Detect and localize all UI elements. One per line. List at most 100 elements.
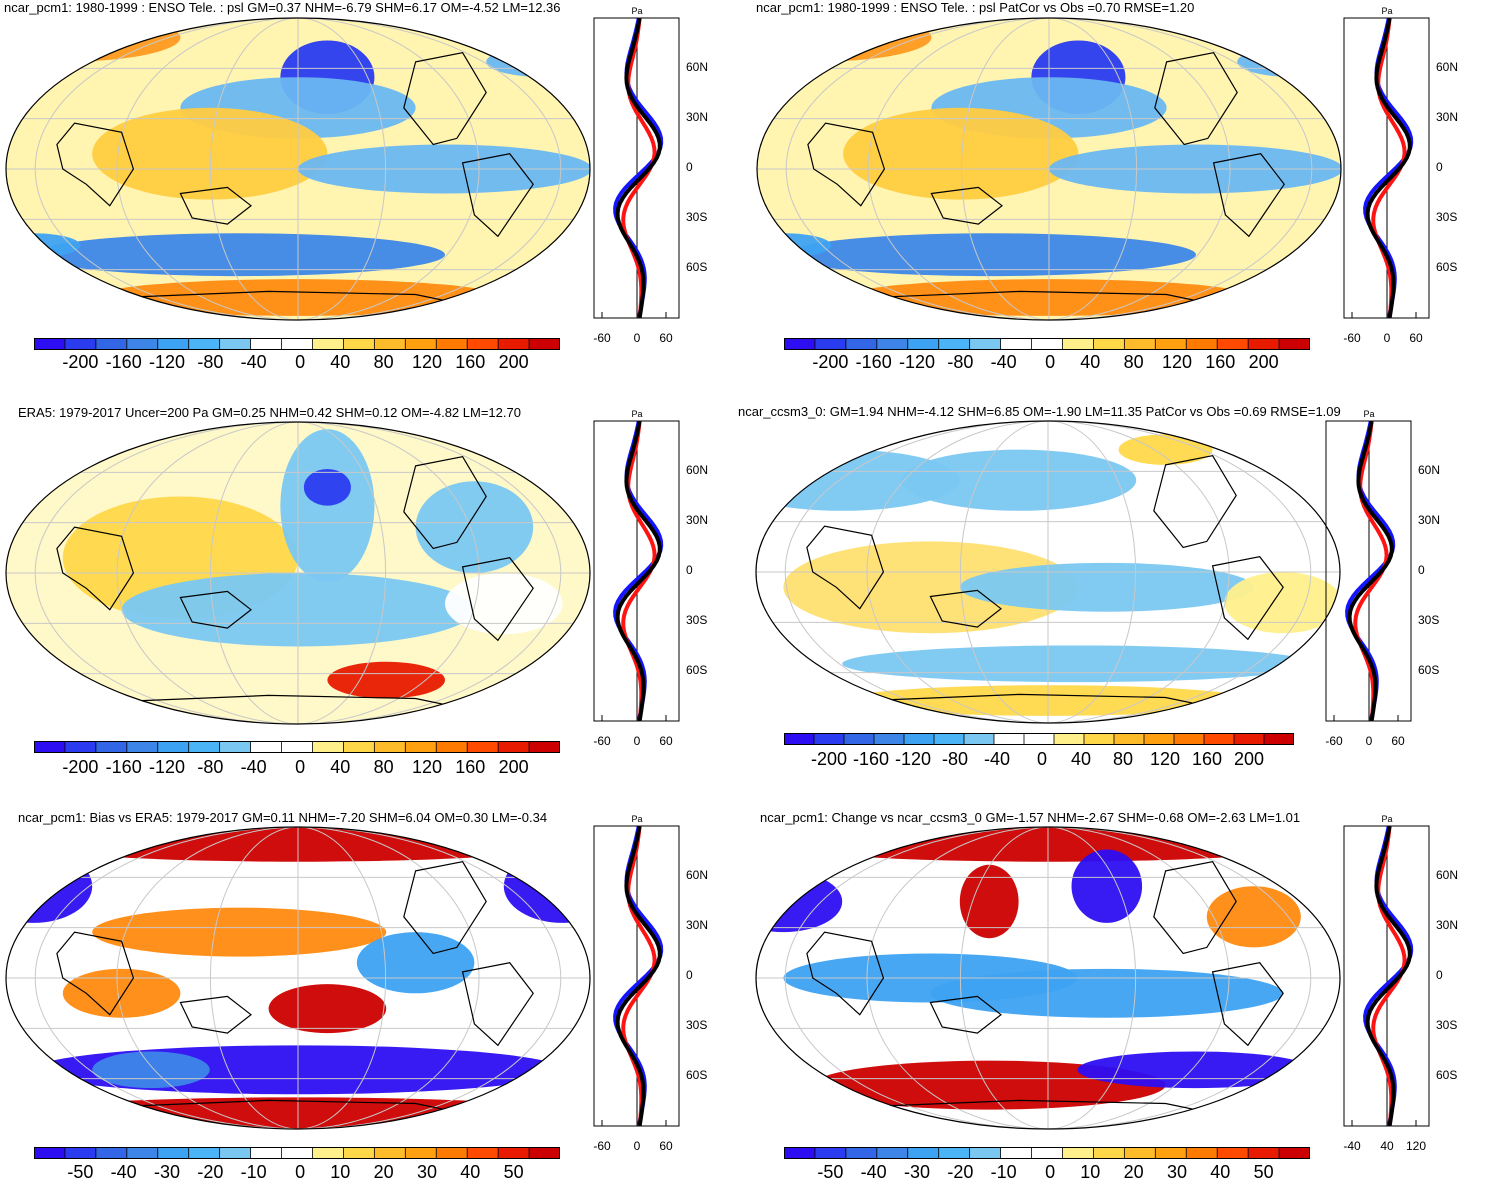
colorbar-swatch: [436, 1147, 468, 1159]
continent-outline: [461, 557, 534, 642]
colorbar-swatch: [126, 741, 159, 753]
colorbar-swatch: [845, 338, 878, 350]
profile-unit: Pa: [631, 6, 642, 16]
anomaly-region: [268, 984, 387, 1034]
anomaly-region: [62, 968, 181, 1018]
anomaly-region: [92, 907, 387, 957]
colorbar-swatch: [529, 1147, 560, 1159]
anomaly-region: [92, 107, 328, 200]
continent-outline: [403, 52, 487, 146]
black-profile-line: [615, 17, 662, 319]
panel-title: ERA5: 1979-2017 Uncer=200 Pa GM=0.25 NHM…: [18, 405, 521, 420]
colorbar-swatch: [814, 338, 847, 350]
colorbar-tick-label: 0: [295, 352, 306, 372]
anomaly-region: [1077, 1051, 1313, 1089]
continent-outline: [56, 122, 135, 207]
longitude-gridline: [34, 422, 562, 724]
colorbar-swatch: [219, 1147, 252, 1159]
colorbar-tick-label: 30: [1166, 1162, 1188, 1182]
colorbar-swatch: [994, 733, 1025, 745]
longitude-gridline: [959, 421, 1137, 723]
panel-title: ncar_pcm1: 1980-1999 : ENSO Tele. : psl …: [4, 0, 561, 15]
continent-outline: [930, 186, 1003, 225]
world-map: [5, 17, 591, 321]
colorbar-swatch: [814, 733, 845, 745]
profile-lat-label: 30S: [1436, 1018, 1458, 1032]
anomaly-region: [303, 468, 351, 506]
colorbar-swatch: [250, 338, 283, 350]
colorbar-swatch: [1084, 733, 1115, 745]
colorbar-tick-label: 0: [1036, 749, 1048, 769]
map-field: [6, 827, 590, 1129]
anomaly-region: [812, 1060, 1166, 1110]
colorbar-tick-label: -120: [894, 749, 932, 769]
zonal-mean-profile: Pa -60 0 60: [1343, 6, 1430, 345]
colorbar-tick-label: 80: [373, 757, 394, 777]
colorbar-swatch: [784, 733, 815, 745]
colorbar-tick-label: -50: [817, 1162, 844, 1182]
anomaly-region: [959, 864, 1019, 939]
anomaly-region: [930, 968, 1284, 1018]
colorbar-swatch: [1024, 733, 1055, 745]
continent-outline: [403, 861, 487, 955]
profile-x-tick-label: 0: [1366, 734, 1373, 748]
colorbar-tick-label: -40: [240, 757, 267, 777]
colorbar-swatch: [1062, 338, 1094, 350]
colorbar-swatch: [1124, 1147, 1156, 1159]
colorbar-swatch: [467, 1147, 499, 1159]
longitude-gridline: [209, 422, 387, 724]
colorbar-swatch: [281, 741, 313, 753]
world-map: [5, 826, 591, 1130]
longitude-gridline: [116, 18, 480, 320]
profile-x-tick-label: -40: [1343, 1139, 1361, 1153]
colorbar-tick-label: -200: [810, 749, 848, 769]
colorbar-swatch: [250, 741, 283, 753]
colorbar-swatch: [1062, 1147, 1094, 1159]
colorbar-swatch: [95, 741, 128, 753]
anomaly-region: [842, 645, 1313, 683]
world-map: [756, 17, 1342, 321]
colorbar: [784, 1147, 1310, 1159]
profile-x-tick-label: 60: [1409, 331, 1423, 345]
colorbar-swatch: [405, 338, 437, 350]
colorbar-labels: -200 -160 -120 -80 -40 0 40 80 120 160 200: [784, 352, 1310, 374]
colorbar-tick-label: -40: [983, 749, 1011, 769]
continent-outline: [1153, 861, 1237, 955]
longitude-gridline: [866, 421, 1230, 723]
profile-unit: Pa: [631, 409, 642, 419]
colorbar: [784, 338, 1310, 350]
colorbar-tick-label: 0: [295, 1162, 306, 1182]
profile-lat-label: 60N: [1436, 868, 1459, 882]
colorbar-swatch: [312, 338, 344, 350]
colorbar-swatch: [281, 1147, 313, 1159]
colorbar-swatch: [1279, 1147, 1310, 1159]
colorbar-tick-label: 200: [498, 757, 529, 777]
profile-unit: Pa: [1381, 6, 1392, 16]
colorbar-labels: -200 -160 -120 -80 -40 0 40 80 120 160 200: [34, 757, 560, 779]
colorbar-swatch: [1217, 338, 1249, 350]
continent-outline: [806, 931, 885, 1016]
longitude-gridline: [960, 18, 1138, 320]
colorbar-swatch: [157, 1147, 190, 1159]
colorbar-swatch: [312, 1147, 344, 1159]
zonal-mean-profile: Pa -40 40 120: [1343, 814, 1430, 1153]
world-map: [755, 826, 1341, 1130]
colorbar-tick-label: -80: [197, 757, 224, 777]
continent-outline: [179, 590, 252, 629]
profile-x-tick-label: 0: [634, 734, 641, 748]
colorbar-swatch: [907, 338, 940, 350]
colorbar-tick-label: 10: [330, 1162, 351, 1182]
colorbar-swatch: [874, 733, 905, 745]
colorbar-swatch: [1186, 338, 1218, 350]
colorbar-swatch: [436, 741, 468, 753]
colorbar-swatch: [814, 1147, 847, 1159]
map-border: [5, 826, 591, 1130]
continent-outline: [1211, 962, 1284, 1047]
colorbar-swatch: [467, 741, 499, 753]
colorbar: [784, 733, 1294, 745]
profile-lat-label: 30N: [686, 918, 709, 932]
profile-lat-label: 60S: [686, 1068, 708, 1082]
continent-outline: [461, 962, 534, 1047]
profile-lat-label: 60N: [686, 868, 709, 882]
continent-outline: [56, 526, 135, 611]
